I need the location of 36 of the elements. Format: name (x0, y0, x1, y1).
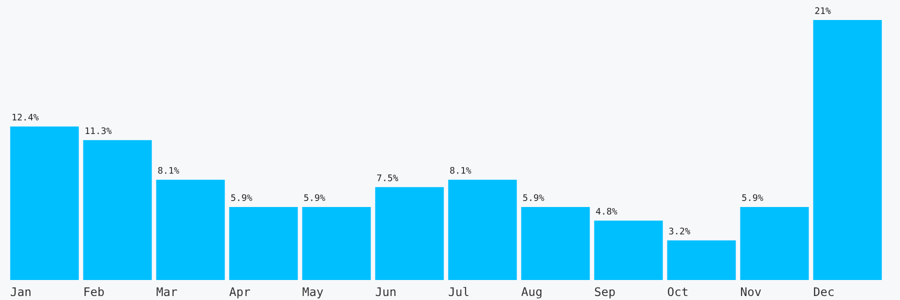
bar (229, 206, 298, 280)
x-tick-label: Sep (594, 287, 615, 298)
data-label: 5.9% (523, 194, 544, 202)
data-label: 8.1% (450, 166, 472, 174)
x-tick-label: Jun (376, 287, 396, 296)
data-label: 21% (815, 7, 831, 14)
data-label: 5.9% (304, 194, 326, 202)
bar (667, 240, 736, 280)
x-tick-label: Feb (84, 287, 104, 296)
x-tick-label: Dec (814, 287, 834, 296)
data-label: 3.2% (669, 228, 690, 234)
bar (594, 220, 663, 280)
bar (83, 140, 152, 280)
data-label: 11.3% (86, 127, 112, 134)
data-label: 8.1% (158, 166, 180, 174)
x-tick-label: Apr (229, 287, 250, 298)
data-label: 4.8% (596, 208, 618, 215)
bar (813, 20, 882, 280)
bar (740, 206, 809, 280)
x-tick-label: Mar (156, 287, 178, 296)
bar (302, 206, 371, 280)
x-tick-label: Jan (10, 287, 30, 296)
bar (375, 187, 444, 280)
x-tick-label: Nov (740, 287, 761, 296)
bar (156, 180, 225, 280)
x-tick-label: May (302, 287, 324, 298)
bar (448, 180, 517, 280)
x-tick-label: Jul (448, 286, 468, 296)
data-label: 7.5% (377, 174, 398, 182)
data-label: 5.9% (231, 194, 252, 202)
data-label: 5.9% (742, 194, 764, 202)
bar (521, 206, 590, 280)
x-tick-label: Oct (668, 287, 688, 296)
bar (10, 126, 79, 280)
x-tick-label: Aug (521, 287, 542, 298)
data-label: 12.4% (12, 114, 39, 120)
